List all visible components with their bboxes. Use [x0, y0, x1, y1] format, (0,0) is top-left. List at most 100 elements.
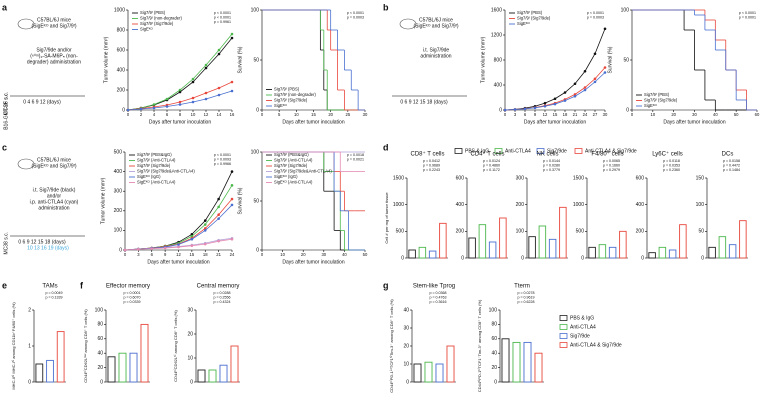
y-tick-label: 1000	[114, 7, 125, 13]
data-point	[204, 63, 208, 67]
x-axis-label: Days after tumor inoculation	[147, 259, 209, 265]
x-tick-label: 24	[583, 112, 588, 117]
data-point	[150, 247, 154, 250]
data-point	[165, 97, 169, 101]
x-tick-label: 0	[631, 112, 634, 117]
y-tick-label: 200	[636, 229, 645, 235]
data-point	[191, 100, 195, 104]
y-tick-label: 1000	[393, 202, 404, 208]
x-tick-label: 16	[230, 112, 235, 117]
x-tick-label: 15	[190, 252, 195, 257]
y-tick-label: 300	[114, 189, 123, 195]
bar	[718, 236, 727, 259]
legend-label: SigEᴷᴼ	[140, 27, 154, 32]
legend-label: SigEᴷᴼ	[274, 103, 288, 108]
p-value: p = 0.0280	[543, 163, 560, 167]
data-point	[190, 244, 194, 247]
data-point	[217, 217, 220, 220]
data-point	[177, 245, 180, 249]
x-tick-label: 40	[713, 112, 718, 117]
x-tick-label: 27	[593, 112, 598, 117]
data-point	[513, 108, 517, 111]
legend-label: Sig7/9ᶠ (PBS)	[517, 10, 543, 15]
data-point	[593, 77, 597, 81]
schematic-text: C57BL/6J mice	[37, 157, 71, 163]
data-point	[583, 86, 587, 89]
data-point	[563, 99, 567, 102]
p-value: p = 0.6228	[517, 300, 534, 304]
x-tick-label: 21	[573, 112, 578, 117]
x-tick-label: 12	[204, 112, 209, 117]
bar	[559, 206, 567, 259]
x-tick-label: 20	[328, 112, 333, 117]
y-tick-label: 0	[701, 255, 704, 261]
x-tick-label: 20	[671, 112, 676, 117]
schematic-text: administration	[420, 53, 451, 59]
bar	[648, 252, 656, 259]
y-tick-label: 200	[114, 208, 123, 214]
p-value: p < 0.0001	[123, 291, 140, 295]
y-tick-label: 0	[499, 107, 502, 113]
x-tick-label: 6	[151, 252, 154, 257]
y-tick-label: 80	[97, 322, 103, 328]
y-axis-label: Survival (%)	[607, 46, 613, 73]
data-point	[583, 88, 587, 92]
data-point	[230, 237, 234, 241]
data-point	[503, 108, 507, 112]
bar	[413, 363, 422, 383]
legend-label: PBS & IgG	[570, 315, 594, 321]
p-value: p < 0.0001	[347, 11, 364, 15]
legend-label: Sig7/9ᶠ (Anti-CTLA4)	[274, 158, 313, 163]
data-point	[123, 248, 127, 252]
schematic-text: C57BL/6J mice	[419, 17, 453, 23]
p-value: p = 0.4472	[723, 163, 740, 167]
p-value: p = 0.6070	[123, 295, 140, 299]
data-point	[190, 233, 194, 236]
data-point	[204, 66, 208, 70]
bar	[197, 369, 206, 383]
p-value: p = 0.1172	[483, 168, 500, 172]
y-tick-label: 1	[28, 343, 31, 349]
data-point	[230, 32, 234, 36]
y-tick-label: 200	[456, 229, 465, 235]
legend-label: Sig7/9ᶠ (non-degrader)	[274, 92, 317, 97]
y-axis-label: CD44ʰⁱCD62Lʰⁱ among CD8⁺ T cells (%)	[172, 310, 178, 382]
p-value: p = 0.9961	[214, 20, 231, 24]
x-tick-label: 14	[217, 112, 222, 117]
data-point	[523, 107, 527, 111]
y-tick-label: 80	[491, 322, 497, 328]
schematic-text: (SigEᴷᴼ and Sig7/9ᶠ)	[31, 163, 76, 169]
bar	[468, 237, 476, 259]
bar	[478, 224, 487, 259]
p-value: p = 0.0158	[723, 159, 740, 163]
p-value: p = 0.0339	[123, 300, 140, 304]
panel-label: c	[2, 142, 7, 152]
x-axis-label: Days after tumor inoculation	[524, 119, 586, 125]
schematic-text: and/or	[47, 193, 62, 199]
x-tick-label: 2	[140, 112, 143, 117]
bar	[118, 352, 127, 383]
y-tick-label: 600	[456, 175, 465, 181]
x-tick-label: 8	[179, 112, 182, 117]
legend-label: Sig7/9ᶠ (Sig7/9de)	[644, 98, 678, 103]
x-tick-label: 0	[127, 112, 130, 117]
p-value: p = 0.1339	[45, 295, 62, 299]
y-tick-label: 0	[119, 247, 122, 253]
legend-label: PBS & IgG	[465, 148, 489, 154]
y-tick-label: 800	[494, 57, 503, 63]
x-tick-label: 9	[164, 252, 167, 257]
chart-title: F4/80⁺ cells	[591, 151, 623, 158]
y-tick-label: 10	[187, 355, 193, 361]
panel-label: b	[383, 2, 389, 12]
y-tick-label: 0	[626, 107, 629, 113]
x-tick-label: 30	[321, 252, 326, 257]
schematic-text: CT-26 s.c.	[3, 92, 9, 115]
x-axis-label: Days after tumor inoculation	[149, 119, 211, 125]
y-tick-label: 800	[117, 27, 126, 33]
y-tick-label: 100	[696, 202, 705, 208]
bar	[418, 246, 427, 259]
data-point	[178, 103, 182, 106]
x-tick-label: 3	[137, 252, 140, 257]
bar	[588, 246, 596, 259]
data-point	[190, 234, 194, 238]
